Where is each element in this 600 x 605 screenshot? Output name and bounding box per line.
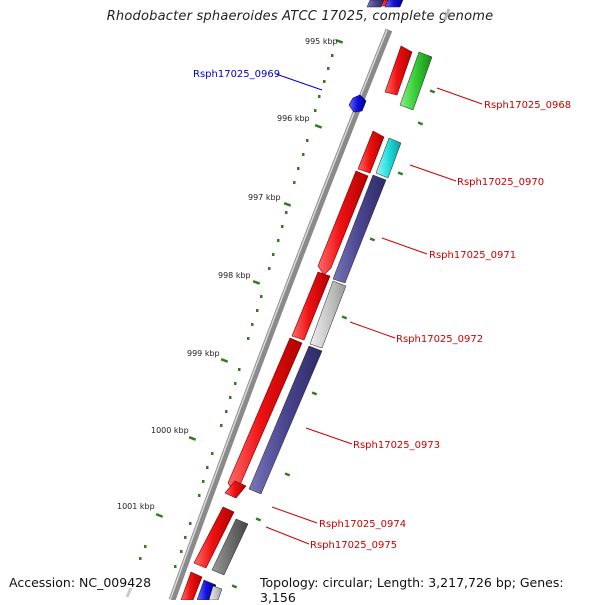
gene-top-outer-b[interactable]: [384, 0, 404, 8]
outer-gene-track: [196, 0, 433, 600]
kbp-label-999: 999 kbp: [187, 349, 220, 358]
gene-0971-arrow[interactable]: [317, 170, 369, 276]
gene-label-0972[interactable]: Rsph17025_0972: [396, 334, 483, 345]
gene-top-outer-a[interactable]: [366, 0, 385, 8]
kbp-label-997: 997 kbp: [248, 193, 281, 202]
accession-text: Accession: NC_009428: [9, 575, 152, 590]
leader-0971: [381, 237, 428, 255]
gene-label-0973[interactable]: Rsph17025_0973: [353, 440, 440, 451]
gene-0974-arrow[interactable]: [224, 480, 247, 499]
gene-0969-arrow[interactable]: [348, 94, 367, 113]
tick-track: [139, 39, 344, 568]
gene-0971-outer[interactable]: [332, 174, 387, 284]
gene-0975-outer[interactable]: [211, 518, 249, 576]
leader-0975: [265, 526, 310, 545]
kbp-label-996: 996 kbp: [277, 114, 310, 123]
gene-0972-arrow[interactable]: [291, 271, 331, 341]
gene-label-0968[interactable]: Rsph17025_0968: [484, 100, 571, 111]
gene-label-0971[interactable]: Rsph17025_0971: [429, 250, 516, 261]
gene-0973-outer[interactable]: [248, 345, 323, 495]
gene-0968-outer[interactable]: [399, 51, 433, 111]
gene-0972-outer[interactable]: [309, 280, 347, 349]
gene-0968-arrow[interactable]: [384, 45, 413, 96]
leader-0970: [409, 164, 457, 182]
leader-0968: [436, 87, 483, 105]
topology-text: Topology: circular; Length: 3,217,726 bp…: [260, 575, 564, 605]
forward-gene-track: [180, 0, 413, 600]
map-title: Rhodobacter sphaeroides ATCC 17025, comp…: [106, 9, 494, 24]
gene-label-0970[interactable]: Rsph17025_0970: [457, 177, 544, 188]
kbp-label-995: 995 kbp: [305, 37, 338, 46]
leader-0974: [271, 506, 318, 524]
outer-tick-track: [231, 89, 436, 589]
gene-next-arrow[interactable]: [180, 571, 203, 600]
gene-label-0969[interactable]: Rsph17025_0969: [193, 69, 280, 80]
gene-bottom-outer-b[interactable]: [208, 585, 223, 600]
kbp-label-1000: 1000 kbp: [151, 426, 189, 435]
kbp-label-998: 998 kbp: [218, 271, 251, 280]
faint-track: [125, 8, 451, 598]
gene-0975-arrow[interactable]: [193, 506, 235, 569]
leader-0969: [275, 73, 323, 91]
leader-0973: [305, 427, 353, 445]
kbp-label-1001: 1001 kbp: [117, 502, 155, 511]
leader-0972: [349, 321, 396, 339]
label-leaders: [265, 73, 483, 545]
gene-label-0974[interactable]: Rsph17025_0974: [319, 519, 406, 530]
gene-0970-arrow[interactable]: [357, 130, 385, 174]
gene-label-0975[interactable]: Rsph17025_0975: [310, 540, 397, 551]
gene-0970-outer[interactable]: [375, 137, 402, 179]
